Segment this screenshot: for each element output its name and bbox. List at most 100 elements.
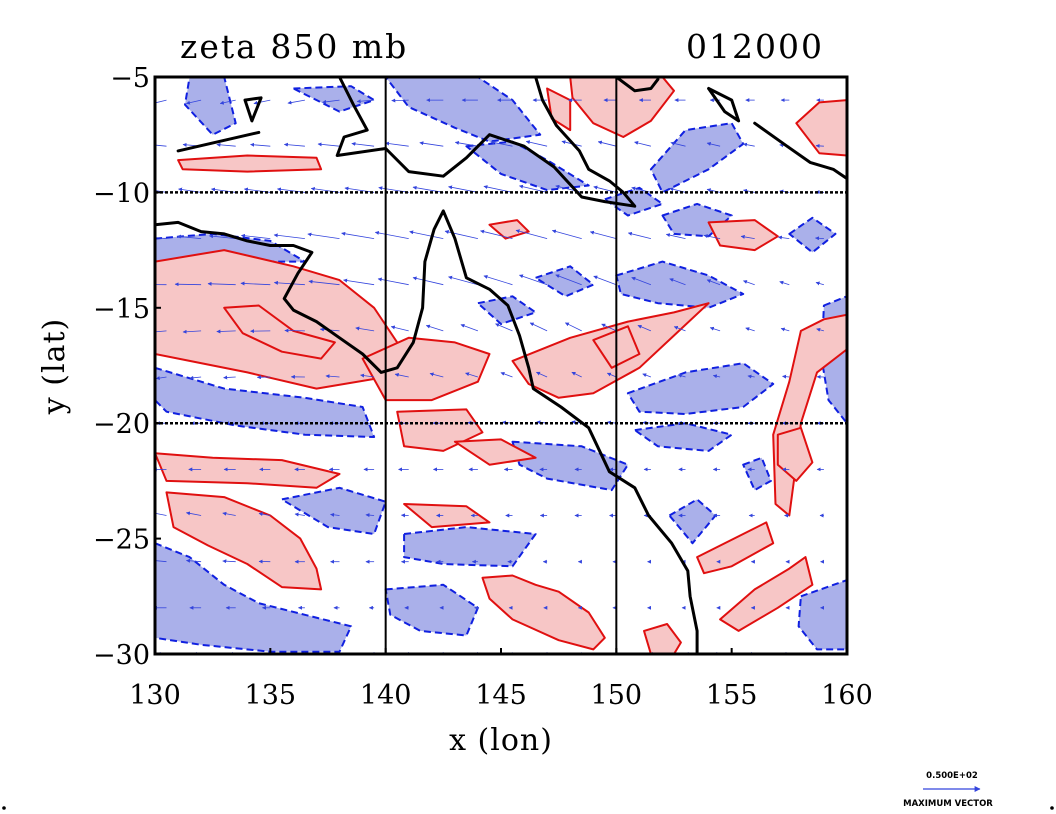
- wind-vector: [536, 371, 548, 378]
- y-tick-label: −5: [110, 63, 150, 94]
- y-tick-label: −20: [93, 409, 150, 440]
- negative-vorticity-region: [534, 265, 595, 298]
- wind-vector: [189, 375, 202, 380]
- negative-vorticity-region: [742, 456, 772, 492]
- wind-vector: [490, 140, 513, 147]
- wind-vector: [377, 277, 409, 286]
- positive-vorticity-region: [569, 77, 675, 138]
- wind-vector: [186, 511, 202, 516]
- wind-vector: [155, 512, 167, 516]
- wind-vector: [250, 142, 271, 147]
- wind-vector: [593, 275, 617, 286]
- wind-vector: [155, 144, 167, 147]
- x-axis-label: x (lon): [449, 723, 553, 758]
- y-tick-label: −15: [93, 294, 150, 325]
- wind-vector: [780, 327, 790, 332]
- wind-vector: [706, 279, 721, 286]
- wind-vector: [703, 234, 721, 239]
- wind-vector: [743, 142, 755, 147]
- coastline: [707, 87, 741, 123]
- wind-vector: [155, 99, 167, 105]
- wind-vector: [515, 229, 548, 239]
- positive-vorticity-region: [546, 87, 572, 132]
- wind-vector: [606, 372, 617, 378]
- wind-vector: [631, 276, 652, 286]
- wind-vector: [308, 279, 340, 286]
- positive-vorticity-region: [403, 503, 491, 529]
- wind-vector: [483, 275, 513, 286]
- map-plot-area: [155, 77, 847, 654]
- wind-vector: [240, 281, 271, 286]
- x-tick-label: 140: [360, 680, 412, 711]
- positive-vorticity-region: [155, 452, 341, 489]
- wind-vector: [241, 233, 271, 239]
- positive-vorticity-region: [453, 438, 537, 466]
- wind-vector: [174, 282, 202, 287]
- wind-vector: [273, 233, 305, 239]
- wind-vector: [207, 281, 236, 286]
- coastline: [614, 77, 660, 93]
- wind-vector: [412, 276, 444, 286]
- wind-vector: [815, 281, 825, 286]
- wind-vector: [209, 234, 236, 239]
- legend-max-vector-value: 0.500E+02: [926, 771, 978, 781]
- wind-vector: [677, 373, 686, 378]
- wind-vector: [419, 141, 444, 147]
- wind-vector: [378, 186, 409, 193]
- wind-vector: [360, 373, 375, 378]
- wind-vector: [465, 372, 479, 378]
- wind-vector: [186, 99, 202, 105]
- wind-vector: [356, 99, 375, 104]
- wind-vector: [571, 371, 582, 378]
- negative-vorticity-region: [511, 440, 629, 492]
- positive-vorticity-region: [361, 336, 491, 402]
- wind-vector: [454, 140, 478, 147]
- wind-vector: [222, 559, 236, 564]
- legend-max-vector-label: MAXIMUM VECTOR: [903, 799, 993, 809]
- wind-vector: [394, 372, 409, 378]
- x-tick-label: 150: [591, 680, 643, 711]
- wind-vector: [709, 326, 721, 332]
- wind-vector: [182, 329, 202, 334]
- y-tick-label: −25: [93, 525, 150, 556]
- wind-vector: [409, 230, 444, 239]
- wind-vector: [525, 140, 548, 147]
- wind-vector: [341, 231, 375, 239]
- negative-vorticity-region: [403, 526, 537, 568]
- negative-vorticity-region: [280, 486, 387, 535]
- wind-vector: [670, 141, 686, 147]
- positive-vorticity-region: [719, 556, 814, 632]
- negative-vorticity-region: [155, 366, 376, 438]
- positive-vorticity-region: [223, 304, 336, 360]
- wind-vector: [155, 330, 167, 333]
- wind-vector: [564, 322, 582, 332]
- wind-vector: [186, 558, 202, 563]
- wind-vector: [425, 324, 444, 332]
- wind-vector: [706, 141, 721, 147]
- wind-vector: [365, 513, 375, 518]
- wind-vector: [155, 376, 167, 381]
- y-tick-label: −30: [93, 640, 150, 671]
- negative-vorticity-region: [633, 422, 733, 452]
- negative-vorticity-region: [184, 77, 237, 136]
- wind-vector: [385, 141, 409, 147]
- wind-vector: [448, 275, 479, 286]
- wind-vector: [253, 99, 271, 105]
- wind-vector: [601, 323, 617, 332]
- wind-vector: [740, 234, 755, 239]
- wind-vector: [344, 186, 375, 193]
- wind-vector: [665, 233, 686, 239]
- negative-vorticity-region: [626, 362, 775, 415]
- wind-vector: [519, 274, 548, 286]
- wind-vector: [777, 235, 790, 240]
- wind-vector: [779, 280, 790, 286]
- wind-vector: [529, 322, 548, 332]
- negative-vorticity-region: [615, 260, 745, 309]
- negative-vorticity-region: [788, 216, 837, 254]
- wind-vector: [743, 280, 755, 286]
- x-axis-ticks: 130 135 140 145 150 155 160: [129, 648, 873, 711]
- gridlines: [155, 77, 847, 654]
- wind-vector: [216, 142, 236, 147]
- y-tick-label: −10: [93, 178, 150, 209]
- negative-vorticity-region: [155, 542, 353, 653]
